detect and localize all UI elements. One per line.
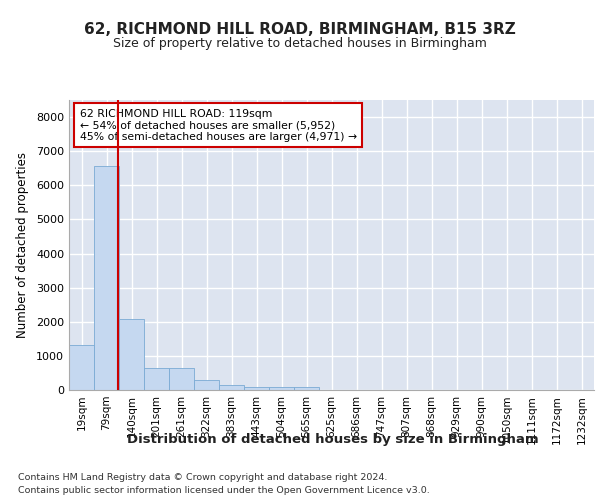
Bar bbox=[69, 346, 94, 390]
Bar bbox=[269, 388, 294, 390]
Bar bbox=[144, 368, 169, 390]
Bar bbox=[119, 320, 144, 390]
Text: Distribution of detached houses by size in Birmingham: Distribution of detached houses by size … bbox=[127, 432, 539, 446]
Y-axis label: Number of detached properties: Number of detached properties bbox=[16, 152, 29, 338]
Bar bbox=[94, 166, 119, 390]
Bar bbox=[294, 388, 319, 390]
Bar bbox=[244, 386, 269, 390]
Text: Contains HM Land Registry data © Crown copyright and database right 2024.: Contains HM Land Registry data © Crown c… bbox=[18, 472, 388, 482]
Text: 62 RICHMOND HILL ROAD: 119sqm
← 54% of detached houses are smaller (5,952)
45% o: 62 RICHMOND HILL ROAD: 119sqm ← 54% of d… bbox=[79, 108, 356, 142]
Bar bbox=[169, 368, 194, 390]
Text: Contains public sector information licensed under the Open Government Licence v3: Contains public sector information licen… bbox=[18, 486, 430, 495]
Text: 62, RICHMOND HILL ROAD, BIRMINGHAM, B15 3RZ: 62, RICHMOND HILL ROAD, BIRMINGHAM, B15 … bbox=[84, 22, 516, 38]
Bar bbox=[219, 385, 244, 390]
Text: Size of property relative to detached houses in Birmingham: Size of property relative to detached ho… bbox=[113, 38, 487, 51]
Bar bbox=[194, 380, 219, 390]
